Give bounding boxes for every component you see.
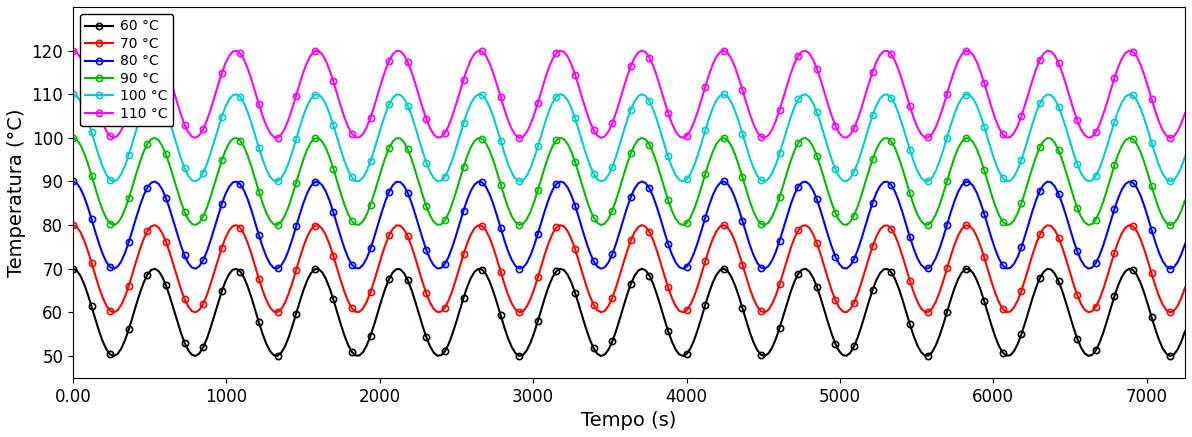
100 °C bbox=[1178, 154, 1192, 159]
60 °C bbox=[728, 283, 743, 288]
60 °C bbox=[732, 293, 746, 298]
100 °C bbox=[728, 108, 743, 113]
80 °C bbox=[750, 260, 764, 266]
Legend: 60 °C, 70 °C, 80 °C, 90 °C, 100 °C, 110 °C: 60 °C, 70 °C, 80 °C, 90 °C, 100 °C, 110 … bbox=[80, 14, 173, 126]
110 °C bbox=[69, 50, 83, 55]
70 °C bbox=[66, 222, 80, 228]
60 °C bbox=[66, 266, 80, 271]
70 °C bbox=[750, 304, 764, 309]
110 °C bbox=[750, 129, 764, 135]
100 °C bbox=[1078, 176, 1092, 181]
110 °C bbox=[676, 135, 690, 140]
80 °C bbox=[676, 266, 690, 271]
70 °C bbox=[676, 310, 690, 315]
60 °C bbox=[1078, 350, 1092, 356]
Line: 70 °C: 70 °C bbox=[70, 222, 1188, 316]
70 °C bbox=[69, 224, 83, 229]
110 °C bbox=[1178, 111, 1192, 116]
70 °C bbox=[1178, 285, 1192, 290]
80 °C bbox=[732, 206, 746, 212]
100 °C bbox=[66, 92, 80, 97]
Line: 110 °C: 110 °C bbox=[70, 48, 1188, 141]
110 °C bbox=[1078, 132, 1092, 138]
60 °C bbox=[1007, 349, 1022, 354]
100 °C bbox=[732, 119, 746, 124]
90 °C bbox=[69, 137, 83, 142]
110 °C bbox=[1007, 131, 1022, 136]
60 °C bbox=[750, 348, 764, 353]
70 °C bbox=[732, 250, 746, 255]
80 °C bbox=[1007, 261, 1022, 267]
100 °C bbox=[1007, 174, 1022, 179]
100 °C bbox=[676, 179, 690, 184]
80 °C bbox=[1178, 241, 1192, 246]
90 °C bbox=[1178, 198, 1192, 203]
110 °C bbox=[732, 75, 746, 80]
Line: 90 °C: 90 °C bbox=[70, 135, 1188, 228]
90 °C bbox=[66, 135, 80, 140]
Y-axis label: Temperatura (°C): Temperatura (°C) bbox=[7, 108, 26, 277]
90 °C bbox=[732, 163, 746, 168]
60 °C bbox=[1178, 329, 1192, 334]
Line: 60 °C: 60 °C bbox=[70, 266, 1188, 359]
70 °C bbox=[1078, 307, 1092, 312]
60 °C bbox=[69, 268, 83, 273]
100 °C bbox=[750, 173, 764, 178]
90 °C bbox=[1078, 220, 1092, 225]
80 °C bbox=[66, 179, 80, 184]
90 °C bbox=[676, 222, 690, 228]
90 °C bbox=[1007, 218, 1022, 223]
90 °C bbox=[750, 217, 764, 222]
80 °C bbox=[728, 195, 743, 201]
90 °C bbox=[728, 152, 743, 157]
Line: 80 °C: 80 °C bbox=[70, 178, 1188, 272]
110 °C bbox=[728, 65, 743, 70]
70 °C bbox=[728, 239, 743, 244]
100 °C bbox=[69, 94, 83, 99]
80 °C bbox=[69, 180, 83, 186]
110 °C bbox=[66, 48, 80, 53]
Line: 100 °C: 100 °C bbox=[70, 91, 1188, 184]
X-axis label: Tempo (s): Tempo (s) bbox=[582, 411, 677, 430]
80 °C bbox=[1078, 264, 1092, 269]
60 °C bbox=[676, 354, 690, 359]
70 °C bbox=[1007, 305, 1022, 310]
